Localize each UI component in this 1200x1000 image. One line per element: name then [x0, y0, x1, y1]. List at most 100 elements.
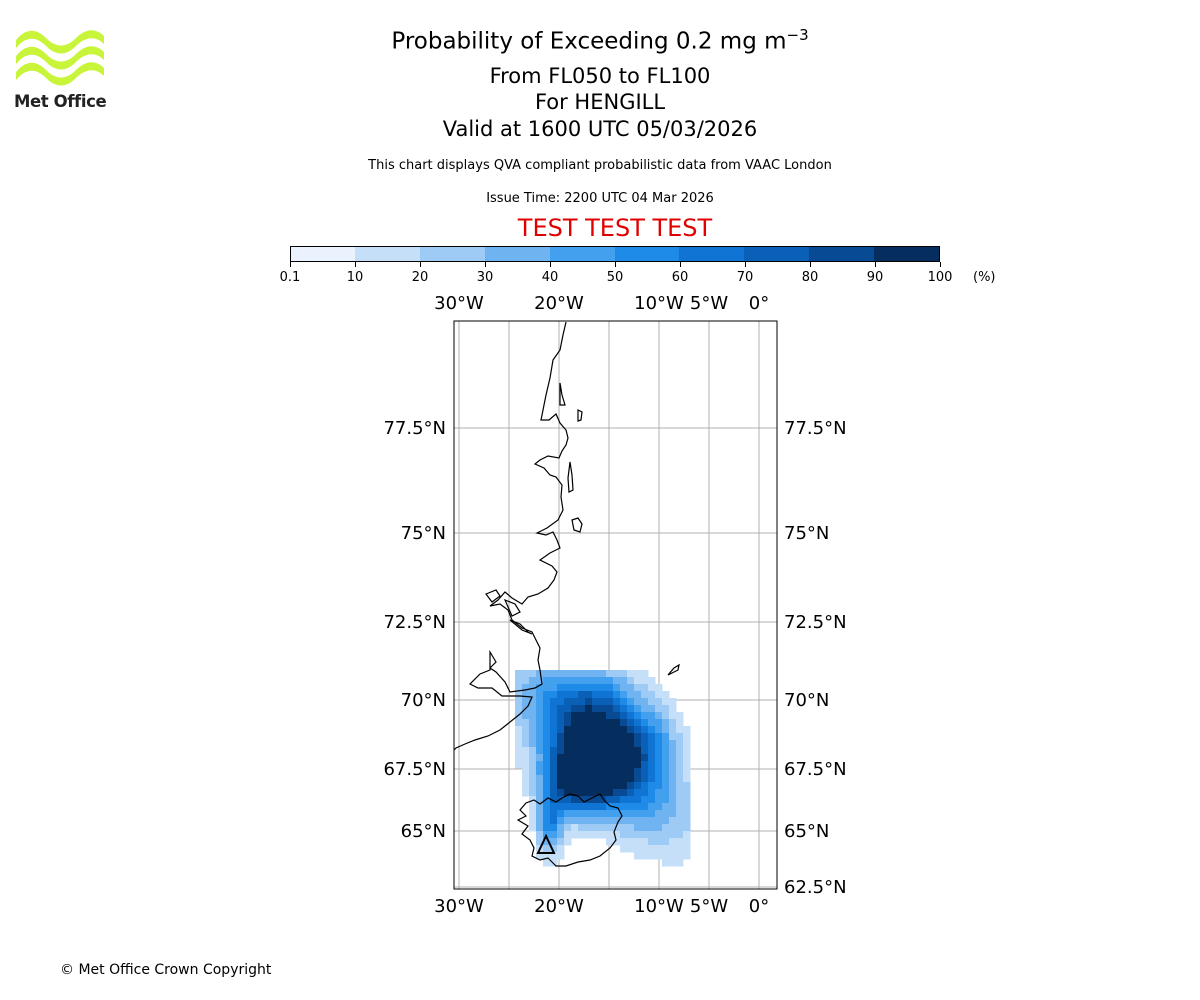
latitude-label-left: 72.5°N — [383, 612, 446, 633]
ash-probability-cell — [648, 817, 656, 825]
ash-probability-cell — [557, 740, 565, 748]
ash-probability-cell — [543, 859, 551, 867]
colorbar-tick-mark — [810, 262, 811, 267]
ash-probability-cell — [557, 796, 565, 804]
ash-probability-cell — [634, 824, 642, 832]
ash-probability-cell — [634, 719, 642, 727]
ash-probability-cell — [543, 796, 551, 804]
ash-probability-cell — [669, 852, 677, 860]
ash-probability-cell — [641, 803, 649, 811]
ash-probability-cell — [655, 726, 663, 734]
ash-probability-cell — [564, 782, 572, 790]
ash-probability-cell — [578, 712, 586, 720]
ash-probability-cell — [564, 740, 572, 748]
ash-probability-cell — [599, 831, 607, 839]
ash-probability-cell — [543, 712, 551, 720]
ash-probability-cell — [585, 684, 593, 692]
colorbar-tick-mark — [420, 262, 421, 267]
latitude-label-right: 67.5°N — [784, 759, 847, 780]
ash-probability-cell — [529, 775, 537, 783]
ash-probability-cell — [585, 803, 593, 811]
ash-probability-cell — [592, 726, 600, 734]
ash-probability-cell — [648, 803, 656, 811]
ash-probability-cell — [676, 796, 684, 804]
ash-probability-cell — [592, 740, 600, 748]
ash-probability-cell — [578, 775, 586, 783]
colorbar-tick-label: 70 — [736, 270, 754, 285]
ash-probability-cell — [641, 684, 649, 692]
ash-probability-cell — [599, 775, 607, 783]
ash-probability-cell — [564, 775, 572, 783]
ash-probability-cell — [522, 677, 530, 685]
ash-probability-cell — [543, 824, 551, 832]
latitude-label-right: 65°N — [784, 821, 829, 842]
ash-probability-cell — [550, 775, 558, 783]
ash-probability-cell — [557, 803, 565, 811]
ash-probability-cell — [648, 705, 656, 713]
ash-probability-cell — [564, 733, 572, 741]
ash-probability-cell — [606, 684, 614, 692]
ash-probability-cell — [662, 712, 670, 720]
ash-probability-cell — [578, 747, 586, 755]
ash-probability-cell — [662, 810, 670, 818]
ash-probability-cell — [557, 670, 565, 678]
ash-probability-cell — [550, 810, 558, 818]
ash-probability-cell — [557, 831, 565, 839]
ash-probability-cell — [578, 754, 586, 762]
ash-probability-cell — [529, 670, 537, 678]
ash-probability-cell — [613, 789, 621, 797]
ash-probability-cell — [571, 698, 579, 706]
ash-probability-cell — [627, 761, 635, 769]
ash-probability-cell — [536, 691, 544, 699]
ash-probability-cell — [522, 719, 530, 727]
ash-probability-cell — [550, 796, 558, 804]
ash-probability-cell — [676, 859, 684, 867]
jan-mayen-coastline — [667, 663, 680, 676]
ash-probability-cell — [641, 824, 649, 832]
ash-probability-cell — [543, 705, 551, 713]
ash-probability-cell — [627, 719, 635, 727]
latitude-label-left: 67.5°N — [383, 759, 446, 780]
ash-probability-cell — [536, 698, 544, 706]
ash-probability-cell — [627, 817, 635, 825]
colorbar-tick-mark — [615, 262, 616, 267]
ash-probability-cell — [634, 726, 642, 734]
ash-probability-cell — [578, 810, 586, 818]
ash-probability-cell — [627, 838, 635, 846]
longitude-label: 30°W — [434, 896, 484, 917]
ash-probability-cell — [627, 698, 635, 706]
ash-probability-cell — [620, 670, 628, 678]
volcano-triangle — [536, 833, 556, 854]
ash-probability-cell — [655, 740, 663, 748]
colorbar-unit: (%) — [973, 270, 996, 285]
latitude-label-right: 75°N — [784, 523, 829, 544]
ash-probability-cell — [669, 726, 677, 734]
valid-time: Valid at 1600 UTC 05/03/2026 — [442, 117, 758, 141]
ash-probability-cell — [613, 754, 621, 762]
ash-probability-cell — [585, 719, 593, 727]
ash-probability-cell — [634, 747, 642, 755]
ash-probability-cell — [606, 838, 614, 846]
ash-probability-cell — [655, 796, 663, 804]
ash-probability-cell — [550, 712, 558, 720]
ash-probability-cell — [543, 817, 551, 825]
ash-probability-cell — [669, 838, 677, 846]
ash-probability-cell — [571, 705, 579, 713]
ash-probability-cell — [606, 733, 614, 741]
ash-probability-cell — [613, 719, 621, 727]
ash-probability-cell — [522, 698, 530, 706]
ash-probability-cell — [571, 733, 579, 741]
ash-probability-cell — [683, 831, 691, 839]
ash-probability-cell — [585, 733, 593, 741]
ash-probability-cell — [641, 761, 649, 769]
ash-probability-cell — [557, 747, 565, 755]
ash-probability-cell — [557, 712, 565, 720]
ash-probability-cell — [578, 719, 586, 727]
ash-probability-cell — [683, 775, 691, 783]
ash-probability-cell — [669, 747, 677, 755]
ash-probability-cell — [620, 754, 628, 762]
ash-probability-cell — [571, 831, 579, 839]
ash-probability-cell — [634, 845, 642, 853]
ash-probability-cell — [627, 726, 635, 734]
ash-probability-cell — [529, 761, 537, 769]
